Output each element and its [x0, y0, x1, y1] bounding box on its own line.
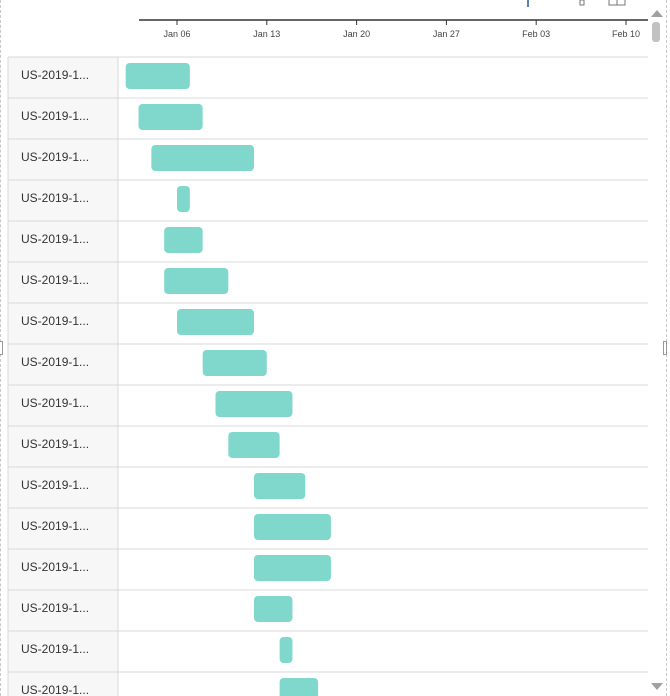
x-tick-label: Jan 06: [163, 29, 190, 39]
task-bar: [253, 473, 306, 499]
pin-icon[interactable]: [579, 0, 585, 6]
task-row-label: US-2019-1...: [21, 437, 89, 451]
x-tick-label: Jan 27: [433, 29, 460, 39]
task-bar: [279, 678, 319, 696]
task-row-label: US-2019-1...: [21, 601, 89, 615]
left-resize-handle[interactable]: [0, 341, 3, 355]
task-row-label: US-2019-1...: [21, 396, 89, 410]
task-bar: [177, 186, 190, 212]
task-row-label: US-2019-1...: [21, 232, 89, 246]
task-bar: [253, 596, 293, 622]
task-bar: [228, 432, 280, 458]
task-bar: [125, 63, 190, 89]
task-row-label: US-2019-1...: [21, 68, 89, 82]
task-row-label: US-2019-1...: [21, 519, 89, 533]
x-axis: Jan 06 Jan 13 Jan 20 Jan 27 Feb 03 Feb 10: [139, 19, 648, 39]
task-row-label: US-2019-1...: [21, 683, 89, 696]
scrollbar-thumb[interactable]: [652, 22, 660, 42]
task-bar: [279, 637, 293, 663]
task-row-label: US-2019-1...: [21, 560, 89, 574]
pin-icon[interactable]: [527, 0, 529, 7]
task-row-label: US-2019-1...: [21, 109, 89, 123]
task-bar: [215, 391, 293, 417]
task-bar: [151, 145, 254, 171]
vertical-scrollbar[interactable]: [648, 0, 666, 696]
task-row-label: US-2019-1...: [21, 273, 89, 287]
x-tick-label: Feb 10: [612, 29, 640, 39]
task-bar: [177, 309, 254, 335]
row-labels: US-2019-1... US-2019-1... US-2019-1... US-2…: [21, 68, 89, 696]
x-tick-label: Feb 03: [522, 29, 550, 39]
x-tick-label: Jan 13: [253, 29, 280, 39]
task-bar: [164, 227, 203, 253]
task-row-label: US-2019-1...: [21, 642, 89, 656]
task-bar: [202, 350, 267, 376]
task-bar: [138, 104, 203, 130]
task-row-label: US-2019-1...: [21, 478, 89, 492]
row-gridlines: [7, 56, 648, 696]
task-row-label: US-2019-1...: [21, 150, 89, 164]
grid-icon[interactable]: [608, 0, 626, 6]
triangle-down-icon[interactable]: [651, 683, 663, 690]
task-bar: [253, 555, 331, 581]
task-row-label: US-2019-1...: [21, 314, 89, 328]
task-bar: [253, 514, 331, 540]
task-bar: [164, 268, 229, 294]
x-tick-label: Jan 20: [343, 29, 370, 39]
task-row-label: US-2019-1...: [21, 191, 89, 205]
gantt-chart: Jan 06 Jan 13 Jan 20 Jan 27 Feb 03 Feb 10 US-…: [7, 19, 648, 696]
right-resize-handle[interactable]: [663, 341, 667, 355]
toolbar-stub: [527, 0, 626, 7]
triangle-up-icon[interactable]: [651, 10, 663, 17]
task-bars: [125, 63, 331, 696]
task-row-label: US-2019-1...: [21, 355, 89, 369]
